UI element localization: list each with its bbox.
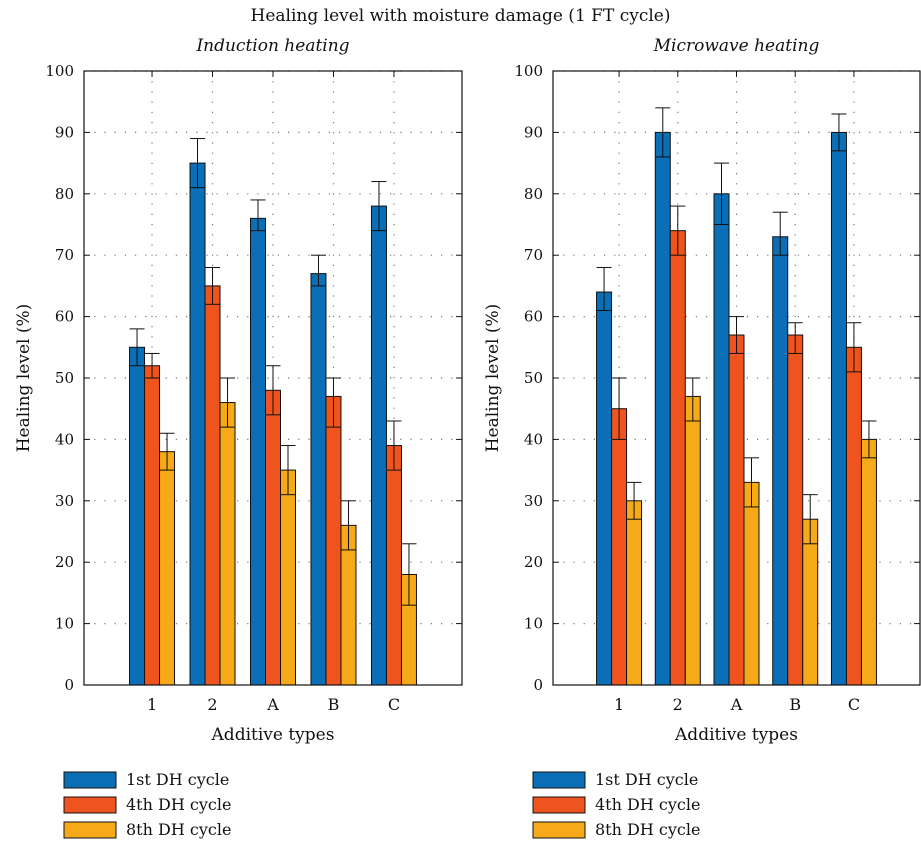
microwave-legend-label-2: 4th DH cycle [595,795,700,814]
induction-ytick-label-0: 0 [64,676,74,694]
microwave-bar-s3-A [743,481,760,686]
microwave-bar-s1-2 [654,131,671,686]
microwave-bar-s1-C [830,131,847,686]
microwave-bar-s2-A [728,334,745,686]
microwave-bar-s1-1 [596,291,613,686]
microwave-xtick-label-C: C [848,695,860,714]
induction-xtick-label-2: 2 [207,695,217,714]
microwave-legend-swatch-2 [532,796,586,814]
microwave-xtick-label-B: B [789,695,801,714]
induction-ytick-label-90: 90 [55,123,74,141]
induction-bar-s3-2 [219,402,236,686]
microwave-xtick-label-A: A [730,695,743,714]
microwave-ytick-label-70: 70 [524,246,543,264]
induction-xtick-label-C: C [388,695,400,714]
microwave-bar-s2-B [787,334,804,686]
microwave-legend-label-3: 8th DH cycle [595,820,700,839]
induction-bar-s1-B [310,273,327,686]
microwave-bar-s2-C [845,346,862,686]
microwave-bar-s3-2 [684,395,701,686]
induction-xtick-label-A: A [266,695,279,714]
induction-ytick-label-20: 20 [55,553,74,571]
induction-ytick-label-40: 40 [55,430,74,448]
induction-xtick-label-1: 1 [147,695,157,714]
induction-bar-s2-2 [204,285,221,686]
induction-ytick-label-60: 60 [55,308,74,326]
induction-ytick-label-10: 10 [55,615,74,633]
induction-bar-s1-1 [129,346,146,686]
induction-bar-s2-A [265,389,281,686]
induction-bar-s1-C [370,205,387,686]
microwave-bar-s2-2 [669,230,686,686]
figure-title: Healing level with moisture damage (1 FT… [250,6,671,26]
induction-bar-s1-A [250,217,266,686]
induction-xtick-label-B: B [328,695,340,714]
induction-bar-s1-2 [189,162,206,686]
microwave-bar-s3-C [860,438,877,686]
microwave-bar-s3-1 [626,500,643,686]
microwave-ytick-label-100: 100 [514,62,543,80]
induction-ytick-label-100: 100 [45,62,74,80]
induction-bar-s3-1 [159,451,176,686]
microwave-x-axis-label: Additive types [674,725,798,745]
induction-panel-title: Induction heating [195,36,349,56]
microwave-legend-swatch-3 [532,821,586,839]
microwave-legend-label-1: 1st DH cycle [595,770,698,789]
microwave-ytick-label-60: 60 [524,308,543,326]
induction-legend-swatch-2 [63,796,117,814]
microwave-panel-title: Microwave heating [653,36,820,56]
induction-ytick-label-30: 30 [55,492,74,510]
microwave-ytick-label-10: 10 [524,615,543,633]
microwave-legend-swatch-1 [532,771,586,789]
induction-legend-label-3: 8th DH cycle [126,820,231,839]
microwave-ytick-label-40: 40 [524,430,543,448]
induction-y-axis-label: Healing level (%) [14,304,34,453]
microwave-xtick-label-2: 2 [673,695,683,714]
microwave-ytick-label-20: 20 [524,553,543,571]
induction-legend-swatch-3 [63,821,117,839]
induction-ytick-label-70: 70 [55,246,74,264]
induction-bar-s2-C [385,445,402,686]
microwave-axes-frame [552,70,921,686]
induction-ytick-label-50: 50 [55,369,74,387]
microwave-ytick-label-30: 30 [524,492,543,510]
induction-legend-swatch-1 [63,771,117,789]
microwave-bar-s1-A [713,193,730,686]
induction-ytick-label-80: 80 [55,185,74,203]
induction-axes-frame [83,70,463,686]
induction-legend-label-2: 4th DH cycle [126,795,231,814]
microwave-ytick-label-50: 50 [524,369,543,387]
microwave-bar-s2-1 [611,408,628,686]
induction-bar-s3-A [280,469,296,686]
induction-bar-s2-B [325,395,342,686]
microwave-ytick-label-80: 80 [524,185,543,203]
induction-x-axis-label: Additive types [211,725,335,745]
microwave-ytick-label-90: 90 [524,123,543,141]
induction-legend-label-1: 1st DH cycle [126,770,229,789]
microwave-bar-s1-B [772,236,789,686]
microwave-y-axis-label: Healing level (%) [483,304,503,453]
microwave-ytick-label-0: 0 [533,676,543,694]
induction-bar-s2-1 [144,365,161,686]
microwave-xtick-label-1: 1 [614,695,624,714]
